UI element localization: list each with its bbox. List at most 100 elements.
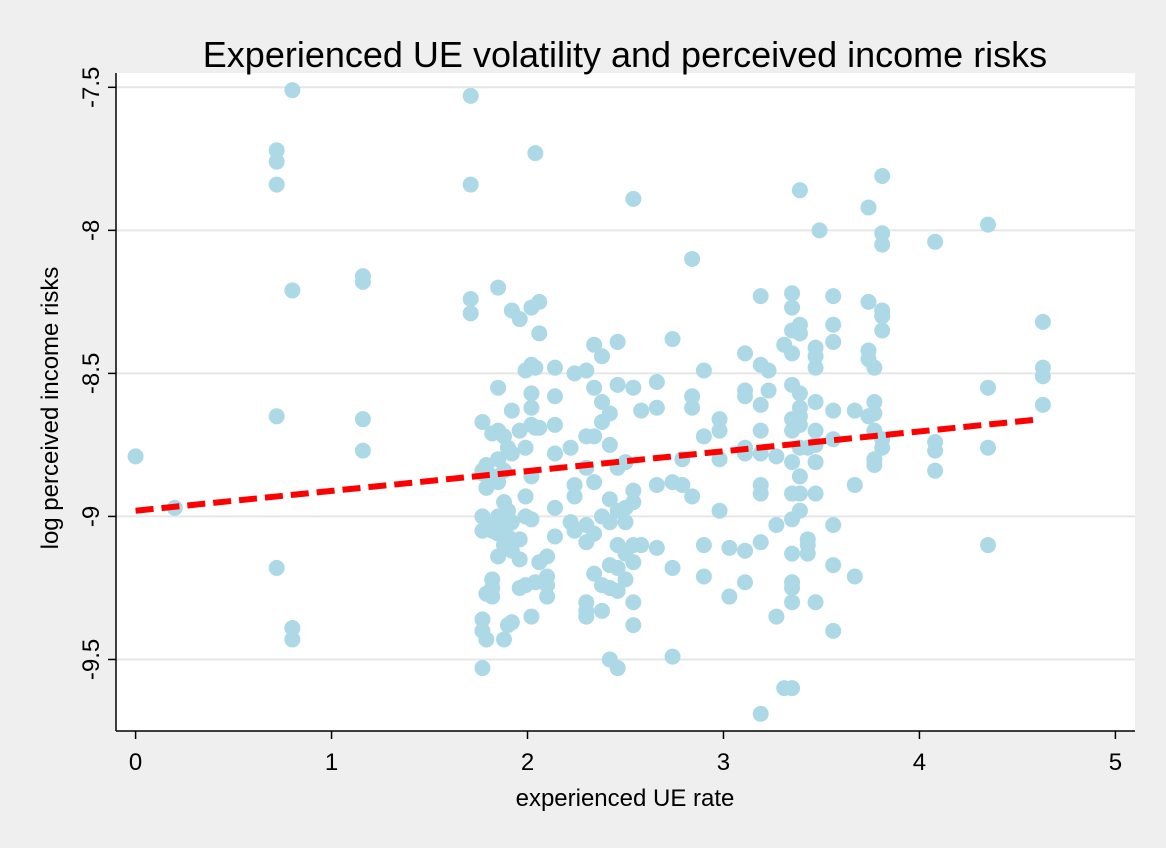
scatter-point <box>752 422 769 439</box>
scatter-point <box>825 288 842 305</box>
scatter-point <box>566 488 583 505</box>
scatter-point <box>625 594 642 611</box>
scatter-point <box>784 594 801 611</box>
scatter-point <box>825 622 842 639</box>
scatter-point <box>503 445 520 462</box>
scatter-point <box>807 594 824 611</box>
scatter-point <box>478 631 495 648</box>
scatter-point <box>791 325 808 342</box>
scatter-point <box>539 548 556 565</box>
scatter-point <box>268 408 285 425</box>
scatter-point <box>546 528 563 545</box>
scatter-point <box>825 431 842 448</box>
scatter-point <box>562 439 579 456</box>
x-axis-label: experienced UE rate <box>516 785 735 812</box>
scatter-point <box>807 359 824 376</box>
scatter-point <box>768 448 785 465</box>
scatter-point <box>980 439 997 456</box>
scatter-point <box>695 537 712 554</box>
x-tick-label: 0 <box>129 749 142 776</box>
scatter-point <box>664 648 681 665</box>
scatter-point <box>578 362 595 379</box>
y-tick-label: -8 <box>78 220 105 241</box>
scatter-point <box>874 225 891 242</box>
scatter-point <box>462 176 479 193</box>
scatter-point <box>752 485 769 502</box>
scatter-point <box>760 382 777 399</box>
y-tick-label: -9 <box>78 506 105 527</box>
scatter-point <box>517 439 534 456</box>
scatter-point <box>586 428 603 445</box>
x-tick-label: 3 <box>717 749 730 776</box>
scatter-point <box>768 517 785 534</box>
scatter-point <box>1034 368 1051 385</box>
scatter-point <box>825 557 842 574</box>
scatter-point <box>1034 313 1051 330</box>
scatter-point <box>523 511 540 528</box>
scatter-point <box>474 660 491 677</box>
scatter-point <box>625 494 642 511</box>
scatter-point <box>846 402 863 419</box>
scatter-point <box>531 293 548 310</box>
scatter-point <box>531 325 548 342</box>
scatter-point <box>784 285 801 302</box>
scatter-point <box>874 322 891 339</box>
scatter-point <box>874 236 891 253</box>
scatter-point <box>664 331 681 348</box>
scatter-point <box>807 422 824 439</box>
scatter-point <box>866 359 883 376</box>
scatter-point <box>825 517 842 534</box>
scatter-point <box>791 182 808 199</box>
scatter-point <box>633 402 650 419</box>
scatter-point <box>490 379 507 396</box>
scatter-point <box>648 476 665 493</box>
scatter-point <box>546 388 563 405</box>
scatter-point <box>617 571 634 588</box>
scatter-point <box>511 531 528 548</box>
scatter-point <box>503 614 520 631</box>
scatter-point <box>684 250 701 267</box>
scatter-point <box>684 388 701 405</box>
scatter-point <box>523 399 540 416</box>
scatter-point <box>874 167 891 184</box>
scatter-point <box>737 574 754 591</box>
scatter-point <box>927 462 944 479</box>
scatter-point <box>784 545 801 562</box>
scatter-point <box>866 405 883 422</box>
scatter-point <box>711 502 728 519</box>
scatter-point <box>484 588 501 605</box>
scatter-point <box>625 482 642 499</box>
scatter-point <box>807 485 824 502</box>
scatter-point <box>462 87 479 104</box>
scatter-point <box>601 514 618 531</box>
scatter-point <box>625 617 642 634</box>
scatter-point <box>648 373 665 390</box>
scatter-point <box>1034 396 1051 413</box>
plot-area <box>116 73 1135 731</box>
scatter-point <box>807 394 824 410</box>
scatter-point <box>648 399 665 416</box>
scatter-point <box>860 293 877 310</box>
scatter-point <box>566 476 583 493</box>
scatter-point <box>462 305 479 322</box>
scatter-point <box>268 153 285 170</box>
x-tick-label: 4 <box>913 749 926 776</box>
scatter-point <box>684 399 701 416</box>
scatter-point <box>791 485 808 502</box>
y-tick-label: -7.5 <box>78 67 105 108</box>
scatter-point <box>354 442 371 459</box>
scatter-point <box>695 568 712 585</box>
scatter-point <box>517 488 534 505</box>
scatter-point <box>980 379 997 396</box>
scatter-point <box>927 442 944 459</box>
scatter-point <box>784 345 801 362</box>
scatter-point <box>846 568 863 585</box>
scatter-point <box>617 514 634 531</box>
scatter-point <box>760 362 777 379</box>
scatter-point <box>531 419 548 436</box>
scatter-point <box>648 539 665 556</box>
scatter-point <box>784 579 801 596</box>
scatter-point <box>546 359 563 376</box>
tick-marks: -7.5 -8 -8.5 -9 -9.5 0 1 2 3 4 5 <box>78 67 1122 776</box>
scatter-point <box>721 588 738 605</box>
